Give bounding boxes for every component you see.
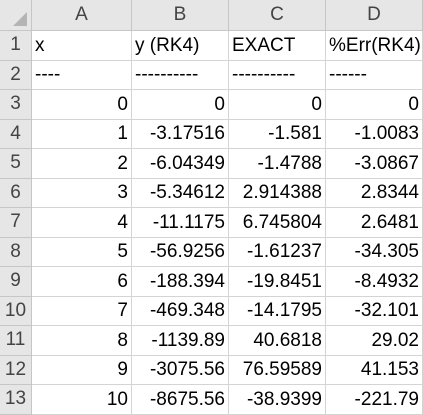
cell-b6[interactable]: -5.34612	[132, 178, 229, 208]
cell-a9[interactable]: 6	[32, 267, 132, 297]
row-header-12[interactable]: 12	[0, 355, 32, 385]
cell-a10[interactable]: 7	[32, 296, 132, 326]
cell-b11[interactable]: -1139.89	[132, 326, 229, 356]
cell-b3[interactable]: 0	[132, 90, 229, 120]
column-header-c[interactable]: C	[229, 0, 326, 31]
cell-c5[interactable]: -1.4788	[229, 149, 326, 179]
cell-c11[interactable]: 40.6818	[229, 326, 326, 356]
cell-d4[interactable]: -1.0083	[326, 119, 423, 149]
cell-a1[interactable]: x	[32, 31, 132, 61]
cell-a6[interactable]: 3	[32, 178, 132, 208]
cell-d2[interactable]: ------	[326, 60, 423, 90]
column-header-a[interactable]: A	[32, 0, 132, 31]
cell-a7[interactable]: 4	[32, 208, 132, 238]
cell-a4[interactable]: 1	[32, 119, 132, 149]
row-header-6[interactable]: 6	[0, 178, 32, 208]
row-header-3[interactable]: 3	[0, 90, 32, 120]
select-all-corner[interactable]	[0, 0, 32, 31]
cell-d7[interactable]: 2.6481	[326, 208, 423, 238]
cell-b7[interactable]: -11.1175	[132, 208, 229, 238]
row-header-4[interactable]: 4	[0, 119, 32, 149]
cell-b9[interactable]: -188.394	[132, 267, 229, 297]
cell-b12[interactable]: -3075.56	[132, 355, 229, 385]
cell-c13[interactable]: -38.9399	[229, 385, 326, 415]
cell-d10[interactable]: -32.101	[326, 296, 423, 326]
cell-c9[interactable]: -19.8451	[229, 267, 326, 297]
row-header-11[interactable]: 11	[0, 326, 32, 356]
row-header-10[interactable]: 10	[0, 296, 32, 326]
cell-a13[interactable]: 10	[32, 385, 132, 415]
row-header-13[interactable]: 13	[0, 385, 32, 415]
cell-c12[interactable]: 76.59589	[229, 355, 326, 385]
select-all-triangle-icon	[13, 12, 27, 26]
column-header-d[interactable]: D	[326, 0, 423, 31]
row-header-5[interactable]: 5	[0, 149, 32, 179]
cell-c1[interactable]: EXACT	[229, 31, 326, 61]
cell-c7[interactable]: 6.745804	[229, 208, 326, 238]
row-header-1[interactable]: 1	[0, 31, 32, 61]
cell-b13[interactable]: -8675.56	[132, 385, 229, 415]
cell-b5[interactable]: -6.04349	[132, 149, 229, 179]
cell-c3[interactable]: 0	[229, 90, 326, 120]
cell-c4[interactable]: -1.581	[229, 119, 326, 149]
row-header-2[interactable]: 2	[0, 60, 32, 90]
cell-b4[interactable]: -3.17516	[132, 119, 229, 149]
column-header-b[interactable]: B	[132, 0, 229, 31]
cell-b8[interactable]: -56.9256	[132, 237, 229, 267]
cell-d11[interactable]: 29.02	[326, 326, 423, 356]
row-header-7[interactable]: 7	[0, 208, 32, 238]
cell-b1[interactable]: y (RK4)	[132, 31, 229, 61]
cell-a11[interactable]: 8	[32, 326, 132, 356]
cell-a8[interactable]: 5	[32, 237, 132, 267]
cell-a5[interactable]: 2	[32, 149, 132, 179]
cell-d9[interactable]: -8.4932	[326, 267, 423, 297]
cell-a3[interactable]: 0	[32, 90, 132, 120]
cell-b10[interactable]: -469.348	[132, 296, 229, 326]
cell-a2[interactable]: ----	[32, 60, 132, 90]
cell-d12[interactable]: 41.153	[326, 355, 423, 385]
cell-b2[interactable]: ----------	[132, 60, 229, 90]
row-header-8[interactable]: 8	[0, 237, 32, 267]
cell-d13[interactable]: -221.79	[326, 385, 423, 415]
cell-d1[interactable]: %Err(RK4)	[326, 31, 423, 61]
cell-d5[interactable]: -3.0867	[326, 149, 423, 179]
cell-d8[interactable]: -34.305	[326, 237, 423, 267]
cell-c6[interactable]: 2.914388	[229, 178, 326, 208]
cell-d6[interactable]: 2.8344	[326, 178, 423, 208]
row-header-9[interactable]: 9	[0, 267, 32, 297]
cell-c2[interactable]: ----------	[229, 60, 326, 90]
cell-c10[interactable]: -14.1795	[229, 296, 326, 326]
cell-c8[interactable]: -1.61237	[229, 237, 326, 267]
cell-a12[interactable]: 9	[32, 355, 132, 385]
cell-d3[interactable]: 0	[326, 90, 423, 120]
